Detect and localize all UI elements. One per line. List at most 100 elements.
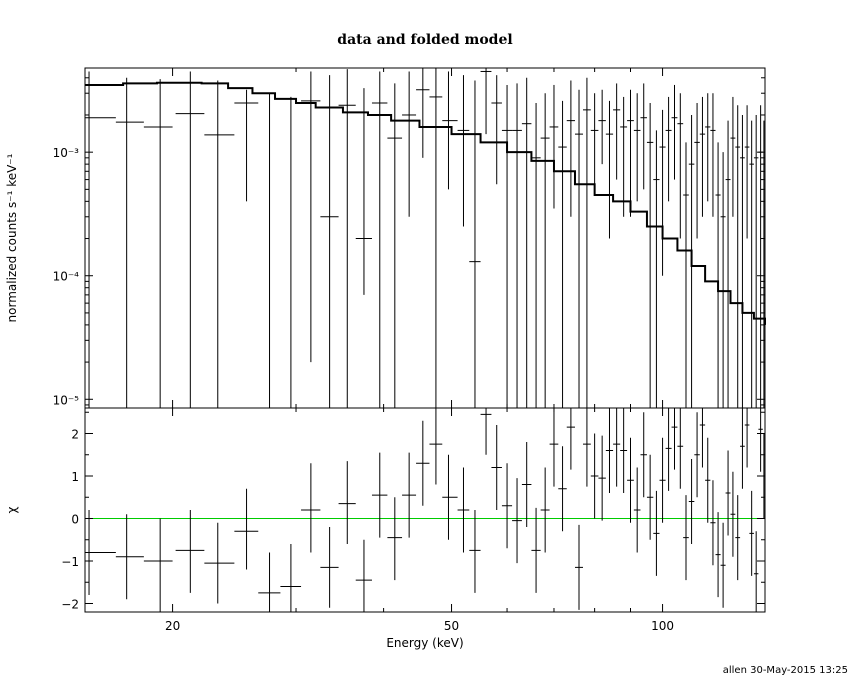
spectrum-point <box>549 84 559 209</box>
residual-y-tick-label: 1 <box>71 470 79 484</box>
spectrum-point <box>371 71 388 408</box>
spectrum-point <box>355 88 372 295</box>
spectrum-panel: 10⁻⁵ 10⁻⁴ 10⁻³ normalized counts s⁻¹ keV⁻¹ <box>5 67 766 409</box>
spectrum-point <box>665 96 672 202</box>
residual-y-tick-label: 0 <box>71 513 79 527</box>
spectrum-point <box>175 71 205 408</box>
spectrum-y-axis-label: normalized counts s⁻¹ keV⁻¹ <box>5 153 19 322</box>
spectrum-point <box>469 80 481 408</box>
residual-point <box>175 510 205 593</box>
residual-point <box>740 408 745 489</box>
spectrum-point <box>725 120 731 408</box>
residual-point <box>491 425 502 510</box>
residual-point <box>416 420 430 506</box>
spectrum-point <box>640 83 647 190</box>
spectrum-point <box>671 84 678 180</box>
spectrum-point <box>491 75 502 185</box>
spectrum-point <box>705 93 711 202</box>
residual-point <box>301 463 321 553</box>
residual-point <box>355 539 372 612</box>
residual-point <box>540 467 550 553</box>
spectrum-y-tick-label: 10⁻³ <box>53 146 80 160</box>
residual-point <box>521 442 532 527</box>
spectrum-point <box>653 130 660 408</box>
residual-point <box>640 412 647 498</box>
residual-point <box>143 518 173 612</box>
chart-title: data and folded model <box>337 32 512 48</box>
residual-point <box>659 437 666 523</box>
residual-point <box>442 454 458 540</box>
residual-point <box>115 514 144 600</box>
residual-point <box>85 510 116 595</box>
residual-point <box>633 467 641 553</box>
residual-point <box>566 408 575 470</box>
spectrum-point <box>566 80 575 217</box>
residual-point <box>387 497 403 581</box>
spectrum-point <box>558 100 567 408</box>
residual-frame <box>84 407 766 613</box>
residual-point <box>720 522 726 608</box>
residual-point <box>457 467 470 553</box>
x-tick-label: 50 <box>444 619 459 633</box>
residual-point <box>762 433 765 519</box>
x-axis-label: Energy (keV) <box>386 636 463 650</box>
residual-axis-ticks <box>85 408 765 612</box>
residual-point <box>613 408 621 487</box>
spectrum-point <box>540 93 550 408</box>
spectrum-point <box>574 89 583 408</box>
residual-point <box>620 408 628 493</box>
spectrum-point <box>659 109 666 276</box>
spectrum-point <box>521 77 532 408</box>
spectrum-point <box>683 142 689 408</box>
residual-point <box>665 408 672 491</box>
timestamp: allen 30-May-2015 13:25 <box>723 665 848 676</box>
residual-point <box>204 522 235 604</box>
residual-point <box>280 544 302 612</box>
model-curve <box>85 81 766 325</box>
residual-point <box>671 408 678 470</box>
spectrum-point <box>620 96 628 217</box>
x-tick-label: 20 <box>165 619 180 633</box>
residual-point <box>705 437 711 523</box>
spectrum-point <box>605 100 614 239</box>
spectrum-y-tick-labels: 10⁻⁵ 10⁻⁴ 10⁻³ <box>53 146 80 407</box>
spectrum-point <box>677 93 684 239</box>
residual-point <box>574 524 583 610</box>
residual-point <box>735 495 741 581</box>
spectrum-point <box>234 89 259 202</box>
spectrum-point <box>740 114 745 408</box>
residual-point <box>646 454 654 540</box>
residual-point <box>469 510 481 593</box>
spectrum-point <box>627 89 634 217</box>
residual-point <box>549 408 559 487</box>
residual-point <box>338 461 356 544</box>
residual-point <box>512 478 522 564</box>
residual-point <box>320 527 339 608</box>
spectrum-point <box>338 69 356 408</box>
residual-point <box>605 408 614 493</box>
residual-point <box>715 512 721 598</box>
spectrum-point <box>744 105 750 239</box>
spectrum-point <box>442 71 458 190</box>
residual-y-tick-label: −1 <box>61 555 79 569</box>
spectrum-point <box>301 71 321 363</box>
spectrum-data-points <box>85 68 765 409</box>
spectrum-point <box>480 68 492 135</box>
residual-point <box>694 412 700 498</box>
spectrum-point <box>735 105 741 408</box>
spectrum-point <box>501 84 513 408</box>
spectrum-y-tick-label: 10⁻⁵ <box>53 393 80 407</box>
spectrum-y-tick-label: 10⁻⁴ <box>53 270 80 284</box>
spectrum-point <box>402 71 417 217</box>
residual-point <box>753 531 759 612</box>
residual-panel: −2 −1 0 1 2 χ <box>5 407 766 613</box>
residual-point <box>531 507 541 593</box>
residual-point <box>677 408 684 489</box>
residual-point <box>480 408 492 455</box>
residual-y-tick-label: −2 <box>61 598 79 612</box>
residual-point <box>653 490 660 576</box>
spectrum-point <box>758 105 763 408</box>
spectrum-point <box>613 83 621 180</box>
spectrum-point <box>710 93 716 217</box>
spectrum-point <box>598 89 606 165</box>
